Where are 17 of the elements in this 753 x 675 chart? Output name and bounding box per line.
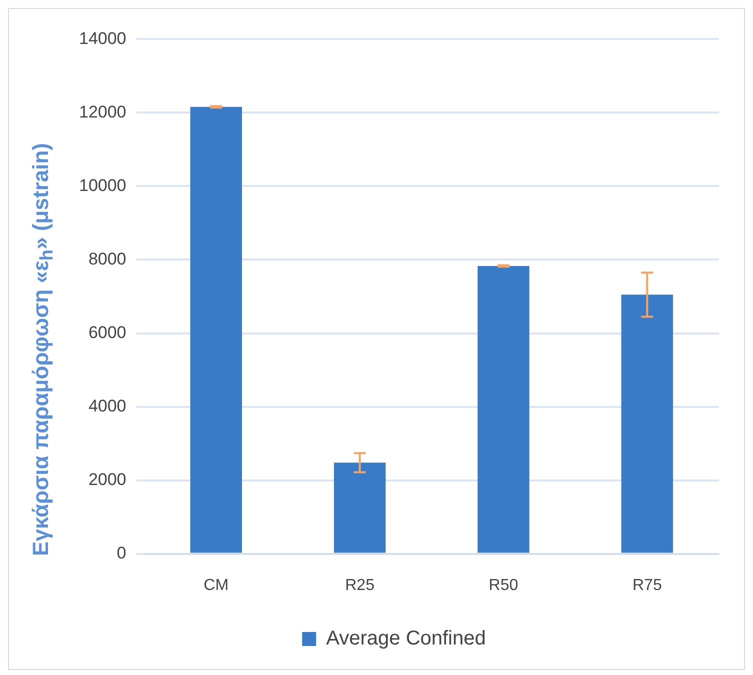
bar [621,294,674,553]
x-tick-label: R75 [632,576,662,594]
bar [190,106,242,553]
y-tick-label: 12000 [78,102,126,122]
y-tick-label: 8000 [88,249,126,268]
y-tick-label: 2000 [88,470,126,489]
y-tick-label: 0 [116,543,126,562]
y-tick-label: 14000 [78,28,126,48]
y-tick-label: 4000 [88,396,126,416]
x-tick-label: CM [204,576,229,594]
x-tick-label: R50 [488,576,518,594]
y-tick-label: 6000 [88,322,126,342]
bar [334,462,386,553]
y-tick-label: 10000 [78,176,126,195]
legend-label: Average Confined [326,628,486,650]
x-tick-label: R25 [345,576,375,594]
bar [478,266,530,553]
